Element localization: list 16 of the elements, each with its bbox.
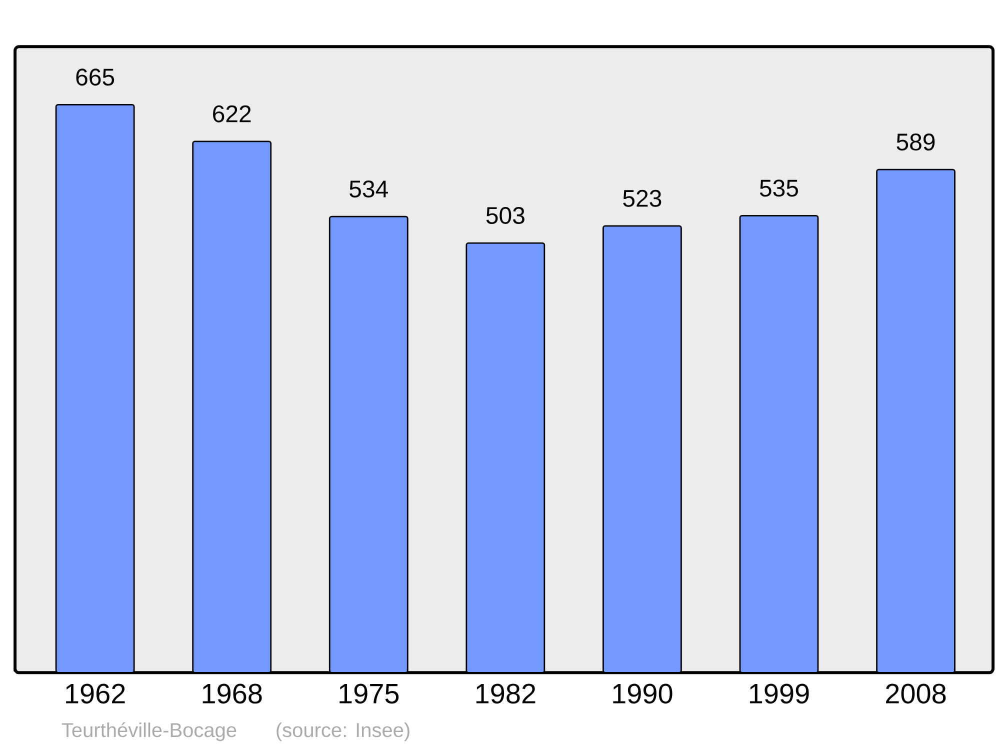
data-label: 589 <box>896 134 935 151</box>
x-tick-label: 1999 <box>750 684 809 704</box>
text: (source: Insee) <box>276 722 410 742</box>
text: Teurthéville-Bocage <box>62 722 236 742</box>
x-tick-label: 2008 <box>886 684 946 704</box>
data-label: 503 <box>486 207 524 224</box>
x-tick-label: 1975 <box>340 684 399 704</box>
x-tick-label: 1962 <box>66 684 125 704</box>
x-tick-label: 1968 <box>202 684 262 704</box>
data-label: 535 <box>760 180 798 197</box>
data-label: 622 <box>213 105 251 122</box>
x-tick-label: 1982 <box>476 684 536 704</box>
data-label: 534 <box>350 180 388 198</box>
x-tick-label: 1990 <box>613 684 672 704</box>
data-label: 665 <box>76 68 114 86</box>
data-label: 523 <box>623 190 662 207</box>
